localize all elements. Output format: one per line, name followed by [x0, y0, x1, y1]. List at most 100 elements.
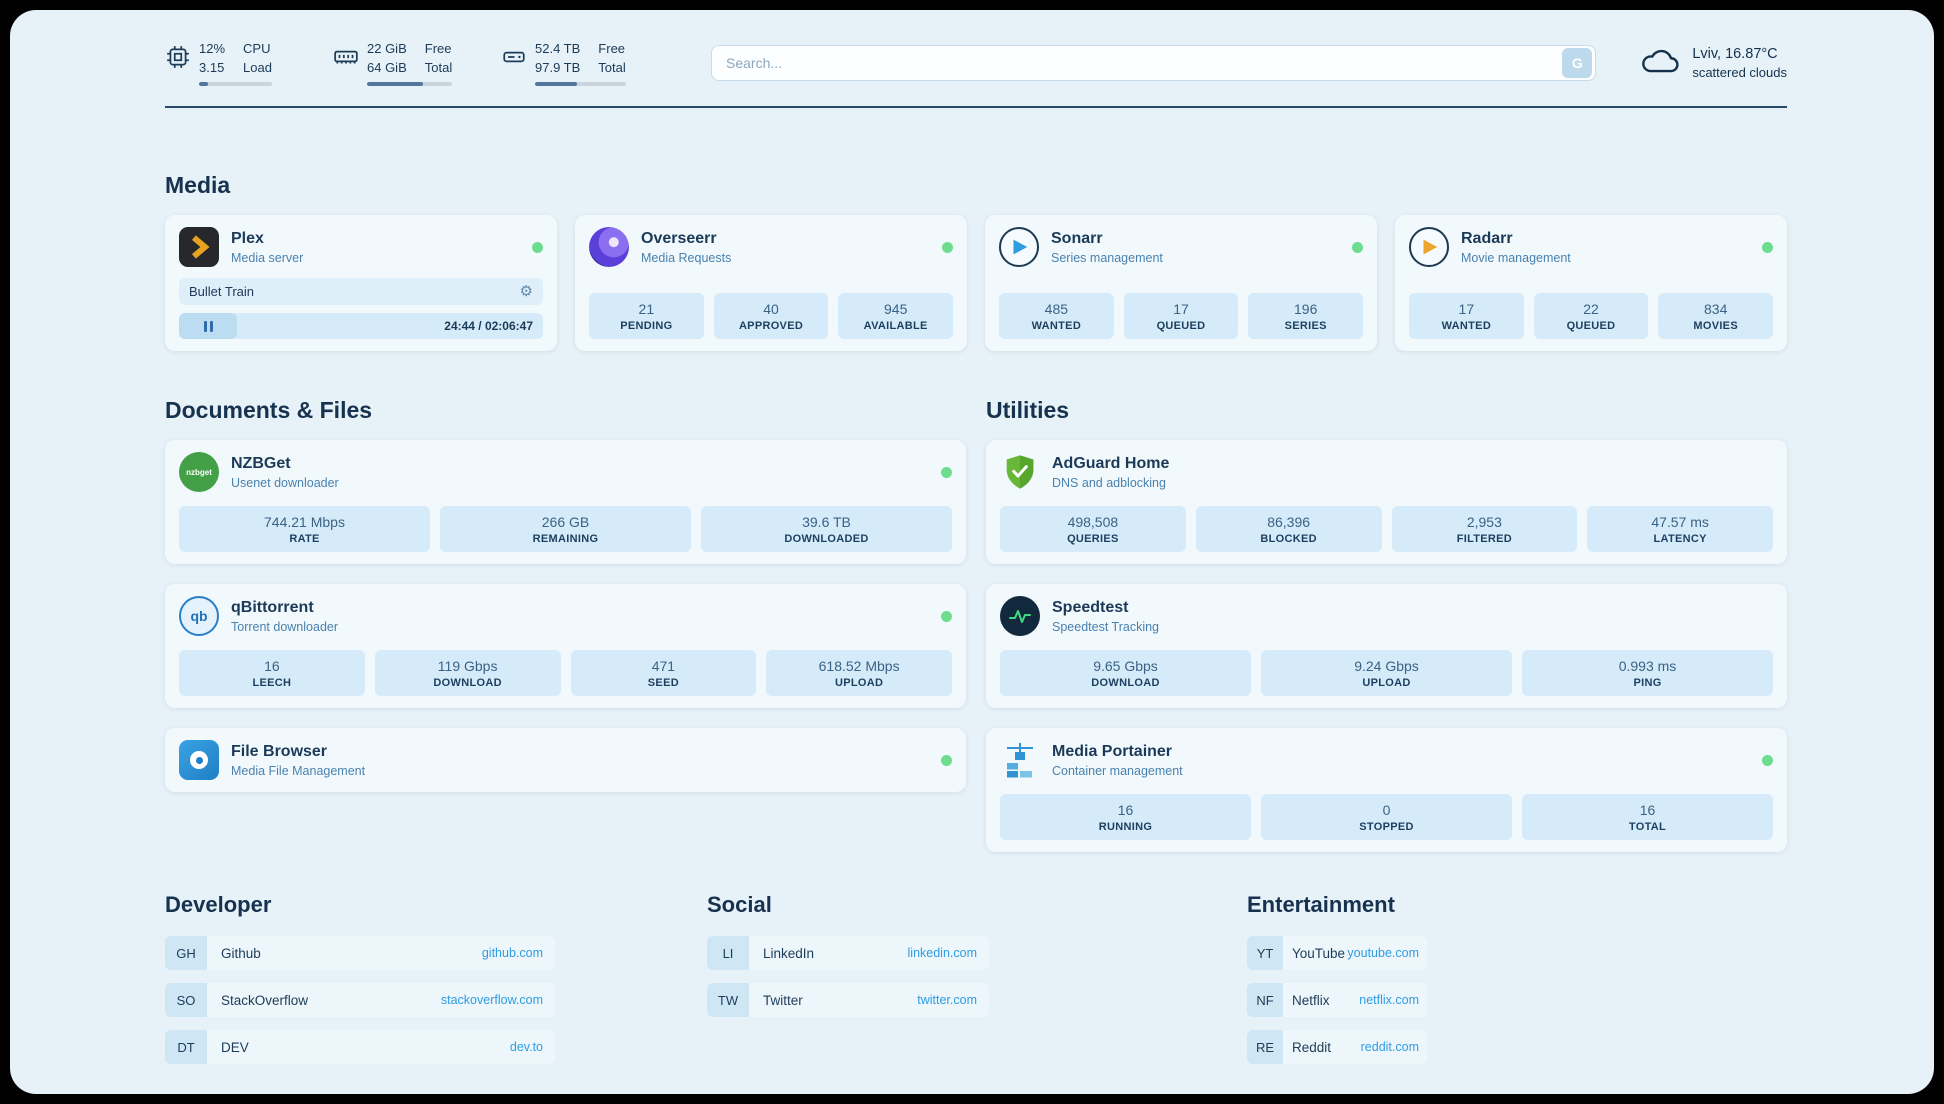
playback-progress-bar[interactable]: 24:44 / 02:06:47 [179, 313, 543, 339]
bookmark-twitter[interactable]: TW Twitter twitter.com [707, 983, 989, 1017]
bookmark-abbr: DT [165, 1030, 207, 1064]
stat-movies: 834 MOVIES [1658, 293, 1774, 339]
plex-icon [179, 227, 219, 267]
stat-downloaded: 39.6 TB DOWNLOADED [701, 506, 952, 552]
memory-widget: 22 GiB Free 64 GiB Total [333, 40, 475, 86]
plex-card[interactable]: Plex Media server Bullet Train ⚙ 24:44 /… [165, 215, 557, 351]
app-subtitle: Usenet downloader [231, 475, 339, 490]
bookmark-group-social: Social LI LinkedIn linkedin.com TW Twitt… [707, 892, 989, 1077]
app-subtitle: Torrent downloader [231, 619, 339, 634]
bookmark-url[interactable]: reddit.com [1360, 1040, 1419, 1054]
cpu-widget: 12% CPU 3.15 Load [165, 40, 307, 86]
sonarr-card[interactable]: Sonarr Series management 485 WANTED 17 Q… [985, 215, 1377, 351]
stat-filtered: 2,953 FILTERED [1391, 506, 1578, 552]
radarr-card[interactable]: Radarr Movie management 17 WANTED 22 QUE… [1395, 215, 1787, 351]
search-input[interactable] [726, 55, 1563, 71]
disk-free-value: 52.4 TB [535, 41, 581, 57]
bookmark-abbr: GH [165, 936, 207, 970]
disk-label-top: Free [598, 41, 626, 57]
status-dot [941, 754, 952, 766]
stat-seed: 471 SEED [570, 650, 757, 696]
app-subtitle: Container management [1052, 763, 1183, 778]
filebrowser-icon [179, 740, 219, 780]
pause-icon [203, 320, 207, 332]
bookmark-name: Reddit [1292, 1039, 1332, 1055]
bookmark-url[interactable]: github.com [481, 946, 543, 960]
bookmark-url[interactable]: dev.to [509, 1040, 543, 1054]
stat-queries: 498,508 QUERIES [1000, 506, 1186, 552]
top-bar: 12% CPU 3.15 Load 22 GiB Free 64 G [165, 36, 1787, 90]
stat-running: 16 RUNNING [1000, 794, 1251, 840]
cpu-percent: 12% [199, 41, 226, 57]
bookmark-linkedin[interactable]: LI LinkedIn linkedin.com [707, 936, 989, 970]
overseerr-icon [589, 227, 629, 267]
bookmark-url[interactable]: stackoverflow.com [440, 993, 543, 1007]
documents-section-heading: Documents & Files [165, 397, 373, 423]
adguard-card[interactable]: AdGuard Home DNS and adblocking 498,508 … [986, 440, 1787, 564]
speedtest-card[interactable]: Speedtest Speedtest Tracking 9.65 Gbps D… [986, 584, 1787, 708]
app-subtitle: Movie management [1461, 250, 1571, 265]
qbittorrent-card[interactable]: qb qBittorrent Torrent downloader 16 LEE… [165, 584, 966, 708]
cpu-progress-bar [199, 81, 272, 86]
developer-heading: Developer [165, 892, 272, 917]
cpu-load-value: 3.15 [199, 59, 225, 75]
bookmark-url[interactable]: netflix.com [1359, 993, 1419, 1007]
app-name: qBittorrent [231, 598, 314, 616]
overseerr-card[interactable]: Overseerr Media Requests 21 PENDING 40 A… [575, 215, 967, 351]
media-grid: Plex Media server Bullet Train ⚙ 24:44 /… [165, 215, 1787, 351]
gear-icon[interactable]: ⚙ [519, 283, 533, 300]
app-name: Overseerr [641, 229, 717, 247]
disk-widget: 52.4 TB Free 97.9 TB Total [501, 40, 643, 86]
utilities-section-heading: Utilities [986, 397, 1070, 423]
bookmark-name: Github [221, 945, 261, 961]
stat-leech: 16 LEECH [179, 650, 365, 696]
weather-widget: Lviv, 16.87°C scattered clouds [1638, 45, 1787, 82]
pause-button[interactable] [179, 313, 237, 339]
bookmark-group-entertainment: Entertainment YT YouTube youtube.com NF … [1247, 892, 1427, 1077]
bookmark-reddit[interactable]: RE Reddit reddit.com [1247, 1030, 1427, 1064]
stat-queued: 17 QUEUED [1123, 293, 1239, 339]
bookmark-abbr: SO [165, 983, 207, 1017]
memory-progress-bar [367, 81, 453, 86]
bookmark-youtube[interactable]: YT YouTube youtube.com [1247, 936, 1427, 970]
status-dot [942, 241, 953, 253]
app-subtitle: DNS and adblocking [1052, 475, 1166, 490]
app-subtitle: Media server [231, 250, 304, 265]
search-engine-button[interactable]: G [1562, 48, 1593, 78]
bookmark-github[interactable]: GH Github github.com [165, 936, 555, 970]
memory-label-bottom: Total [424, 59, 453, 75]
stat-download: 119 Gbps DOWNLOAD [374, 650, 561, 696]
nzbget-icon: nzbget [179, 452, 219, 492]
app-subtitle: Media Requests [641, 250, 732, 265]
stat-queued: 22 QUEUED [1533, 293, 1649, 339]
app-name: Sonarr [1051, 229, 1103, 247]
status-dot [532, 241, 543, 253]
bookmark-url[interactable]: youtube.com [1347, 946, 1419, 960]
nzbget-card[interactable]: nzbget NZBGet Usenet downloader 744.21 M… [165, 440, 966, 564]
search-bar: G [711, 45, 1597, 81]
speedtest-icon [1000, 596, 1040, 636]
bookmark-abbr: YT [1247, 936, 1283, 970]
bookmark-stackoverflow[interactable]: SO StackOverflow stackoverflow.com [165, 983, 555, 1017]
weather-condition: scattered clouds [1692, 65, 1787, 80]
bookmarks-section: Developer GH Github github.com SO StackO… [165, 892, 1787, 1094]
stat-wanted: 17 WANTED [1409, 293, 1524, 339]
app-name: Media Portainer [1052, 742, 1173, 760]
bookmark-dev[interactable]: DT DEV dev.to [165, 1030, 555, 1064]
bookmark-name: Twitter [763, 992, 803, 1008]
bookmark-abbr: TW [707, 983, 749, 1017]
app-subtitle: Series management [1051, 250, 1163, 265]
app-name: Speedtest [1052, 598, 1129, 616]
bookmark-abbr: LI [707, 936, 749, 970]
bookmark-netflix[interactable]: NF Netflix netflix.com [1247, 983, 1427, 1017]
status-dot [1762, 754, 1773, 766]
stat-available: 945 AVAILABLE [838, 293, 954, 339]
filebrowser-card[interactable]: File Browser Media File Management [165, 728, 966, 792]
portainer-card[interactable]: Media Portainer Container management 16 … [986, 728, 1787, 852]
cpu-label-top: CPU [243, 41, 271, 57]
memory-icon [333, 44, 359, 75]
bookmark-url[interactable]: linkedin.com [907, 946, 977, 960]
bookmark-url[interactable]: twitter.com [917, 993, 977, 1007]
bookmark-name: StackOverflow [221, 992, 309, 1008]
memory-free-value: 22 GiB [367, 41, 407, 57]
